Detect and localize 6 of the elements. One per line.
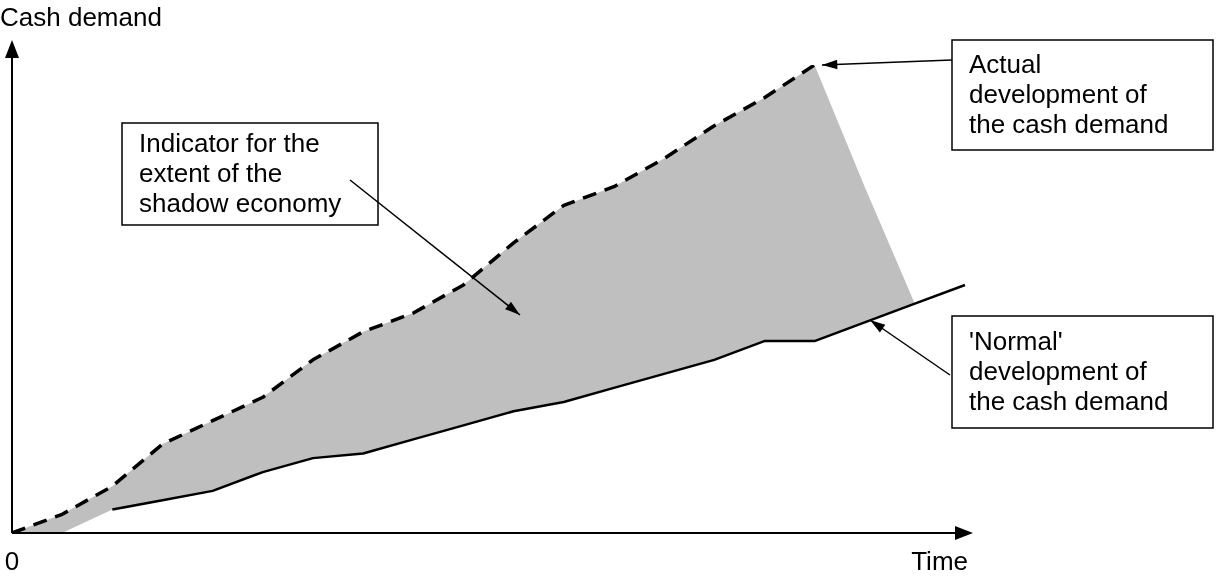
x-axis-title: Time [911,546,968,576]
y-axis-title: Cash demand [0,2,162,32]
text: 'Normal' development of the cash demand [969,326,1169,416]
annotation: Indicator for the extent of the shadow economy [139,128,342,218]
text: 0 [4,546,20,576]
text: Actual development of the cash demand [969,49,1169,139]
